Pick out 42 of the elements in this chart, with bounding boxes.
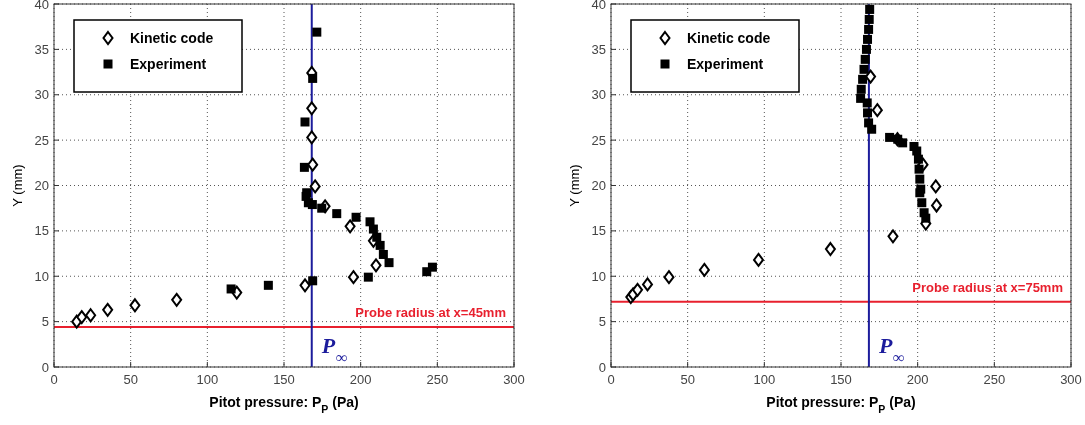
y-tick-label: 20	[34, 178, 49, 193]
y-tick-label: 40	[591, 0, 606, 12]
y-tick-label: 40	[34, 0, 49, 12]
y-axis-title: Y (mm)	[567, 164, 582, 207]
y-tick-label: 5	[598, 314, 606, 330]
x-tick-label: 250	[983, 372, 1006, 387]
legend-label: Experiment	[130, 56, 207, 72]
x-tick-label: 300	[1060, 372, 1082, 387]
y-tick-label: 30	[34, 87, 49, 103]
y-tick-label: 15	[591, 223, 606, 239]
y-tick-label: 0	[41, 359, 49, 375]
y-tick-label: 0	[598, 359, 606, 375]
x-tick-label: 300	[503, 372, 525, 387]
y-tick-label: 35	[34, 41, 49, 57]
x-tick-label: 150	[830, 372, 852, 387]
x-tick-label: 150	[273, 372, 295, 387]
x-tick-label: 100	[753, 372, 776, 387]
y-tick-label: 15	[34, 223, 49, 239]
y-tick-label: 20	[591, 178, 606, 193]
legend-label: Kinetic code	[130, 30, 214, 46]
ref-line-label: P$_{∞}$	[320, 333, 348, 367]
y-tick-label: 35	[591, 41, 606, 57]
x-tick-label: 50	[123, 372, 138, 387]
legend-label: Experiment	[687, 56, 764, 72]
y-tick-label: 5	[41, 314, 49, 330]
annotation: Probe radius at x=45mm	[355, 305, 506, 321]
x-tick-label: 50	[680, 372, 695, 387]
x-tick-label: 250	[426, 372, 449, 387]
y-tick-label: 10	[34, 268, 49, 284]
x-tick-label: 200	[906, 372, 929, 387]
legend-label: Kinetic code	[687, 30, 771, 46]
x-axis-title: Pitot pressure: P$_{P}$ (Pa)	[209, 394, 359, 415]
y-axis-title: Y (mm)	[10, 164, 25, 207]
y-tick-label: 25	[591, 132, 606, 148]
x-axis-title: Pitot pressure: P$_{P}$ (Pa)	[766, 394, 916, 415]
x-tick-label: 200	[349, 372, 372, 387]
y-tick-label: 10	[591, 268, 606, 284]
y-tick-label: 30	[591, 87, 606, 103]
annotation: Probe radius at x=75mm	[912, 279, 1063, 295]
ref-line-label: P$_{∞}$	[877, 333, 905, 367]
y-tick-label: 25	[34, 132, 49, 148]
x-tick-label: 100	[196, 372, 219, 387]
